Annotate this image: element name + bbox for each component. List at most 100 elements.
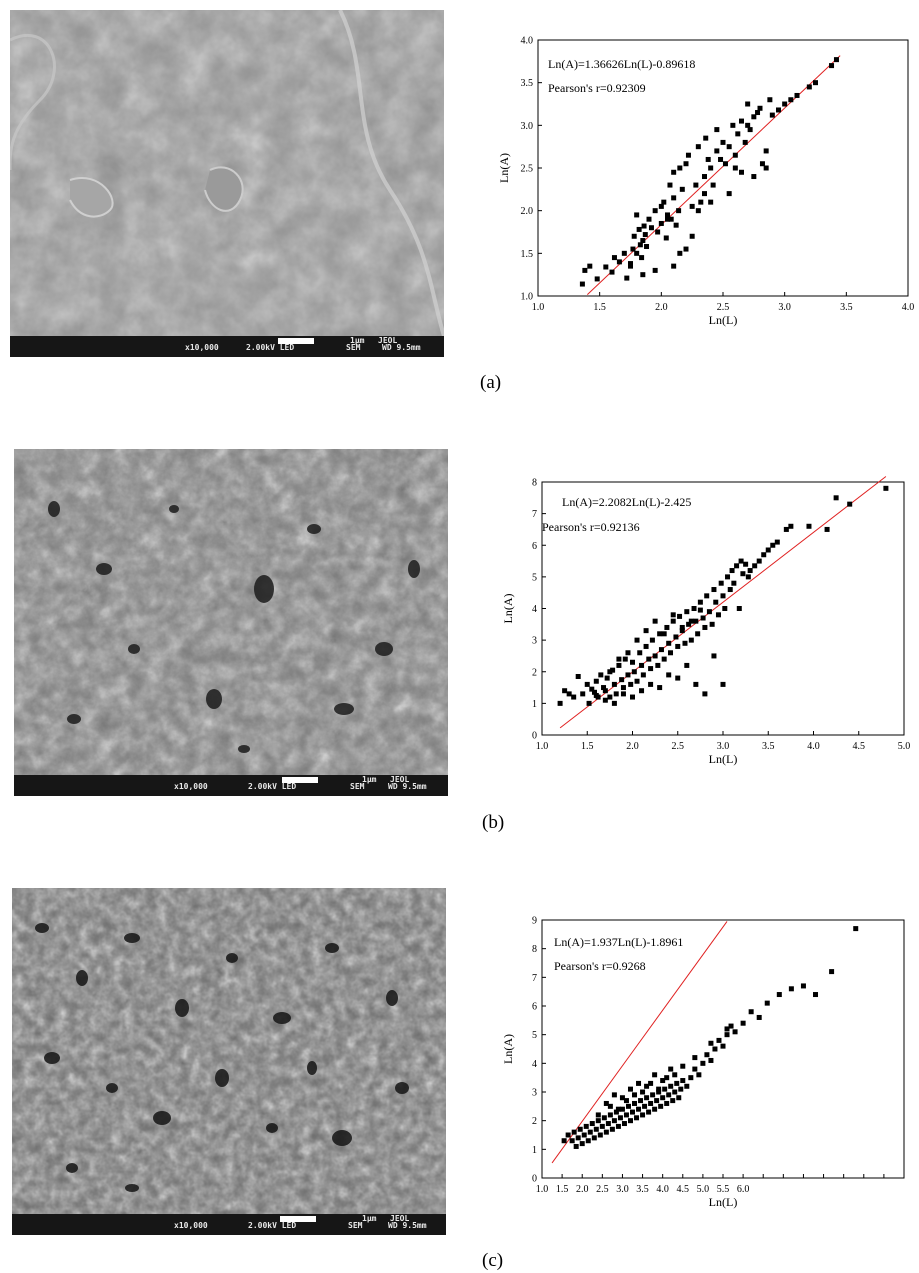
data-point-c	[609, 1126, 615, 1132]
data-point-b	[731, 580, 737, 586]
data-point-b	[649, 637, 655, 643]
data-point-b	[806, 523, 812, 529]
data-point-a	[695, 144, 701, 150]
data-point-c	[636, 1080, 642, 1086]
data-point-c	[638, 1098, 644, 1104]
data-point-b	[661, 631, 667, 637]
data-point-c	[674, 1080, 680, 1086]
data-point-b	[616, 662, 622, 668]
data-point-c	[688, 1075, 694, 1081]
data-point-c	[672, 1072, 678, 1078]
data-point-c	[601, 1115, 607, 1121]
data-point-b	[586, 700, 592, 706]
data-point-c	[644, 1083, 650, 1089]
data-point-a	[677, 250, 683, 256]
data-point-a	[661, 199, 667, 205]
y-axis-label-a: Ln(A)	[497, 153, 511, 183]
y-tick-label-b: 2	[532, 667, 537, 678]
data-point-b	[684, 609, 690, 615]
data-point-a	[683, 246, 689, 252]
data-point-c	[724, 1026, 730, 1032]
data-point-a	[673, 222, 679, 228]
x-tick-label-b: 3.5	[762, 741, 775, 752]
data-point-a	[829, 63, 835, 69]
scatter-plot-a: 1.0 1.5 2.0 2.5 3.0 3.5 4.0 1.0 1.5 2.0 2.5 3.0 3.5 4…	[490, 20, 915, 340]
data-point-c	[632, 1100, 638, 1106]
data-point-c	[680, 1078, 686, 1084]
data-point-a	[745, 122, 751, 128]
data-point-c	[813, 992, 819, 998]
data-point-b	[589, 686, 595, 692]
data-point-b	[883, 485, 889, 491]
x-tick-label-c: 2.5	[596, 1184, 609, 1195]
data-point-a	[683, 161, 689, 167]
data-point-b	[702, 624, 708, 630]
x-tick-label-c: 1.0	[536, 1184, 549, 1195]
data-point-c	[615, 1123, 621, 1129]
data-point-a	[732, 152, 738, 158]
data-point-a	[637, 242, 643, 248]
data-point-b	[607, 694, 613, 700]
data-point-b	[625, 672, 631, 678]
data-point-b	[657, 685, 663, 691]
sem-brand-a: JEOL	[378, 336, 398, 345]
data-point-b	[740, 571, 746, 577]
data-point-c	[583, 1123, 589, 1129]
x-tick-label-b: 4.5	[853, 741, 866, 752]
data-point-c	[603, 1129, 609, 1135]
data-point-b	[593, 692, 599, 698]
data-point-a	[658, 203, 664, 209]
data-point-c	[619, 1106, 625, 1112]
x-axis-label-a: Ln(L)	[709, 313, 738, 327]
pearson-annotation-c: Pearson's r=0.9268	[554, 959, 646, 973]
data-point-c	[603, 1100, 609, 1106]
data-point-a	[671, 169, 677, 175]
data-point-b	[675, 675, 681, 681]
data-point-c	[644, 1095, 650, 1101]
y-tick-label-c: 5	[532, 1030, 537, 1041]
y-tick-label-c: 7	[532, 973, 537, 984]
data-point-b	[648, 681, 654, 687]
data-point-a	[582, 267, 588, 273]
data-point-b	[738, 558, 744, 564]
sem-info-bar-b: x10,000 2.00kV LED 1µm JEOL SEM WD 9.5mm	[14, 775, 448, 796]
data-point-c	[732, 1029, 738, 1035]
caption-c: (c)	[482, 1250, 504, 1271]
data-point-b	[666, 640, 672, 646]
data-point-b	[601, 685, 607, 691]
data-point-b	[602, 697, 608, 703]
y-tick-label-a: 3.5	[521, 78, 534, 89]
data-point-c	[595, 1118, 601, 1124]
data-point-c	[591, 1135, 597, 1141]
data-point-b	[747, 568, 753, 574]
data-point-b	[630, 659, 635, 665]
data-point-a	[726, 191, 732, 197]
data-point-c	[680, 1063, 686, 1069]
data-point-b	[682, 640, 688, 646]
data-point-c	[593, 1126, 599, 1132]
data-point-c	[776, 992, 782, 998]
data-point-b	[591, 689, 597, 695]
data-point-c	[587, 1129, 593, 1135]
data-point-b	[688, 637, 694, 643]
data-point-a	[742, 139, 748, 145]
data-point-c	[581, 1132, 587, 1138]
sem-brand-b: JEOL	[390, 775, 410, 784]
data-point-b	[598, 672, 604, 678]
x-tick-label-c: 4.5	[677, 1184, 690, 1195]
data-point-c	[652, 1072, 658, 1078]
data-point-b	[634, 678, 640, 684]
data-point-c	[668, 1083, 674, 1089]
y-tick-label-c: 3	[532, 1088, 537, 1099]
x-tick-label-a: 1.5	[593, 302, 606, 313]
sem-voltage-c: 2.00kV LED	[248, 1221, 297, 1230]
data-point-c	[756, 1014, 762, 1020]
data-point-c	[724, 1032, 730, 1038]
data-point-b	[720, 681, 726, 687]
x-tick-label-a: 4.0	[902, 302, 915, 313]
data-point-c	[613, 1109, 619, 1115]
data-point-c	[607, 1103, 613, 1109]
data-point-a	[702, 191, 707, 197]
data-point-a	[634, 212, 640, 218]
data-point-a	[624, 275, 630, 281]
